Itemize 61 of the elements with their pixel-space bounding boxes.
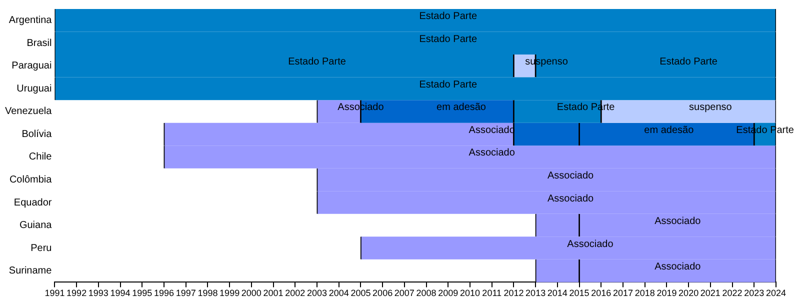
- x-tick-label: 2000: [241, 288, 262, 298]
- x-tick-label: 2021: [700, 288, 720, 298]
- y-tick-label: Bolívia: [22, 128, 52, 140]
- y-tick-label: Chile: [28, 152, 52, 163]
- annotation: Estado Parte: [660, 56, 718, 68]
- annotation: Estado Parte: [288, 56, 346, 68]
- x-tick-label: 1994: [110, 288, 130, 298]
- y-tick-label: Argentina: [8, 15, 52, 26]
- y-tick-label: Brasil: [26, 38, 52, 49]
- x-tick-label: 1996: [154, 288, 174, 298]
- annotation: Associado: [547, 193, 594, 204]
- annotation: Estado Parte: [419, 79, 478, 90]
- x-tick-label: 1991: [44, 288, 65, 298]
- annotation: em adesão: [436, 102, 486, 114]
- x-tick-label: 2013: [526, 288, 546, 298]
- y-tick-label: Peru: [30, 242, 52, 254]
- annotation: Associado: [468, 148, 516, 159]
- x-tick-label: 2008: [416, 288, 436, 298]
- x-tick-label: 2020: [678, 288, 699, 298]
- x-tick-label: 2001: [263, 288, 284, 298]
- annotation: Estado Parte: [419, 11, 478, 22]
- y-tick-label: Paraguai: [12, 60, 52, 72]
- annotation: em adesão: [644, 124, 694, 136]
- x-tick-label: 2004: [328, 288, 349, 298]
- x-tick-label: 2022: [722, 288, 742, 298]
- annotation: suspenso: [689, 102, 732, 114]
- x-tick-label: 2010: [460, 288, 480, 298]
- x-tick-label: 2018: [634, 288, 655, 298]
- x-tick-label: 2023: [744, 288, 764, 298]
- y-tick-label: Guiana: [19, 220, 52, 232]
- x-tick-label: 2011: [482, 288, 502, 298]
- x-tick-label: 2005: [350, 288, 371, 298]
- annotation: Associado: [547, 170, 594, 182]
- x-tick-label: 2019: [656, 288, 677, 298]
- x-tick-label: 2017: [612, 288, 634, 298]
- x-tick-label: 1995: [132, 288, 152, 298]
- x-tick-label: 2016: [591, 288, 612, 298]
- x-tick-label: 1992: [66, 288, 87, 298]
- x-tick-label: 1997: [176, 288, 196, 298]
- x-tick-label: 1999: [220, 288, 240, 298]
- x-tick-label: 2006: [372, 288, 393, 298]
- x-tick-label: 1993: [88, 288, 108, 298]
- x-tick-label: 2002: [285, 288, 306, 298]
- annotation: Associado: [654, 216, 702, 228]
- y-tick-label: Colômbia: [9, 174, 52, 186]
- x-tick-label: 2007: [394, 288, 414, 298]
- annotation: Associado: [567, 238, 614, 250]
- y-tick-label: Uruguai: [16, 83, 52, 94]
- annotation: Associado: [654, 262, 702, 273]
- x-tick-label: 2012: [504, 288, 524, 298]
- x-tick-label: 2014: [547, 288, 568, 298]
- y-tick-label: Suriname: [8, 266, 52, 277]
- annotation: Associado: [338, 102, 384, 114]
- x-tick-label: 1998: [198, 288, 218, 298]
- annotation: Estado Parte: [419, 34, 478, 45]
- x-tick-label: 2009: [438, 288, 458, 298]
- x-tick-label: 2003: [306, 288, 328, 298]
- y-tick-label: Equador: [14, 197, 52, 208]
- x-tick-label: 2024: [766, 288, 786, 298]
- x-tick-label: 2015: [569, 288, 590, 298]
- y-tick-label: Venezuela: [4, 106, 52, 118]
